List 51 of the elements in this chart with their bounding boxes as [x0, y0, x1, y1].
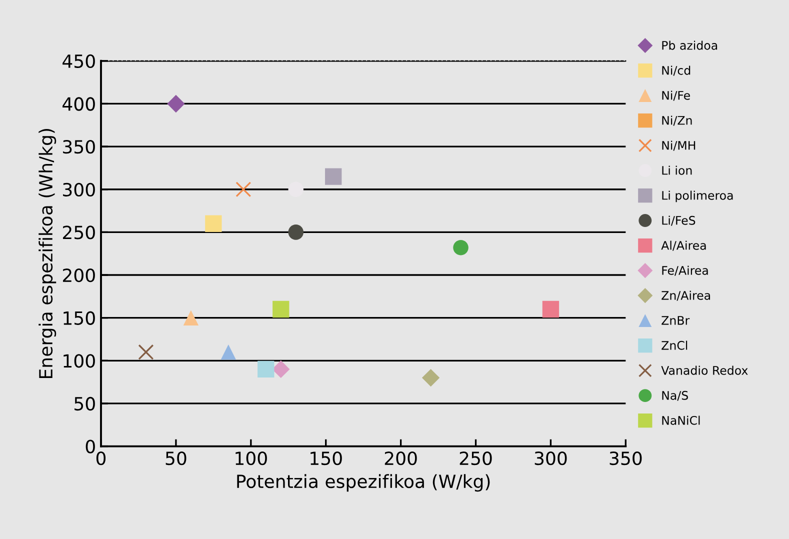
y-tick-label: 200	[62, 268, 95, 282]
y-tick-label: 400	[62, 97, 95, 111]
legend-label: Fe/Airea	[662, 266, 708, 276]
point	[258, 360, 274, 378]
x-tick-label: 100	[236, 451, 267, 466]
x-tick-label: 150	[310, 451, 342, 466]
legend-label: Vanadio Redox	[661, 366, 748, 375]
point	[422, 368, 440, 387]
legend-label: Li ion	[662, 166, 692, 175]
legend-label: Ni/Zn	[662, 116, 692, 126]
legend-label: Ni/Fe	[662, 90, 690, 101]
legend-label: Ni/cd	[662, 66, 690, 76]
y-tick-label: 300	[63, 182, 95, 196]
point	[272, 360, 290, 378]
y-tick-label: 350	[63, 140, 95, 154]
y-tick-label: 450	[62, 54, 95, 68]
x-axis-title: Potentzia espezifikoa (W/kg)	[237, 474, 490, 492]
point	[453, 240, 468, 256]
legend-label: Li/FeS	[662, 216, 696, 226]
point	[542, 300, 560, 318]
y-tick-label: 100	[64, 354, 95, 368]
point	[236, 182, 252, 198]
point	[288, 182, 304, 198]
x-tick-label: 0	[96, 451, 106, 466]
x-tick-label: 200	[384, 451, 417, 466]
legend-label: ZnBr	[662, 316, 690, 325]
y-tick-label: 0	[86, 440, 95, 454]
y-tick-label: 150	[64, 311, 95, 325]
point	[325, 168, 342, 185]
legend-label: Ni/MH	[662, 140, 696, 151]
point	[167, 94, 185, 113]
legend-label: ZnCl	[662, 340, 688, 350]
legend-label: Zn/Airea	[662, 290, 710, 301]
y-tick-label: 250	[62, 226, 95, 240]
point	[272, 300, 290, 318]
legend-label: Na/S	[662, 390, 688, 401]
x-tick-label: 50	[166, 451, 186, 466]
y-axis-title: Energia espezifikoa (Wh/kg)	[38, 128, 56, 378]
y-tick-label: 50	[74, 396, 95, 411]
x-tick-label: 350	[610, 451, 642, 466]
legend-label: Al/Airea	[661, 240, 706, 251]
legend-label: Pb azidoa	[662, 40, 718, 50]
legend-label: Li polimeroa	[662, 190, 733, 202]
x-tick-label: 300	[534, 451, 567, 466]
point	[288, 224, 304, 240]
point	[183, 310, 199, 326]
legend-label: NaNiCl	[662, 416, 700, 425]
x-tick-label: 250	[460, 451, 492, 466]
point	[205, 215, 222, 232]
point	[138, 344, 154, 360]
point	[220, 344, 236, 360]
